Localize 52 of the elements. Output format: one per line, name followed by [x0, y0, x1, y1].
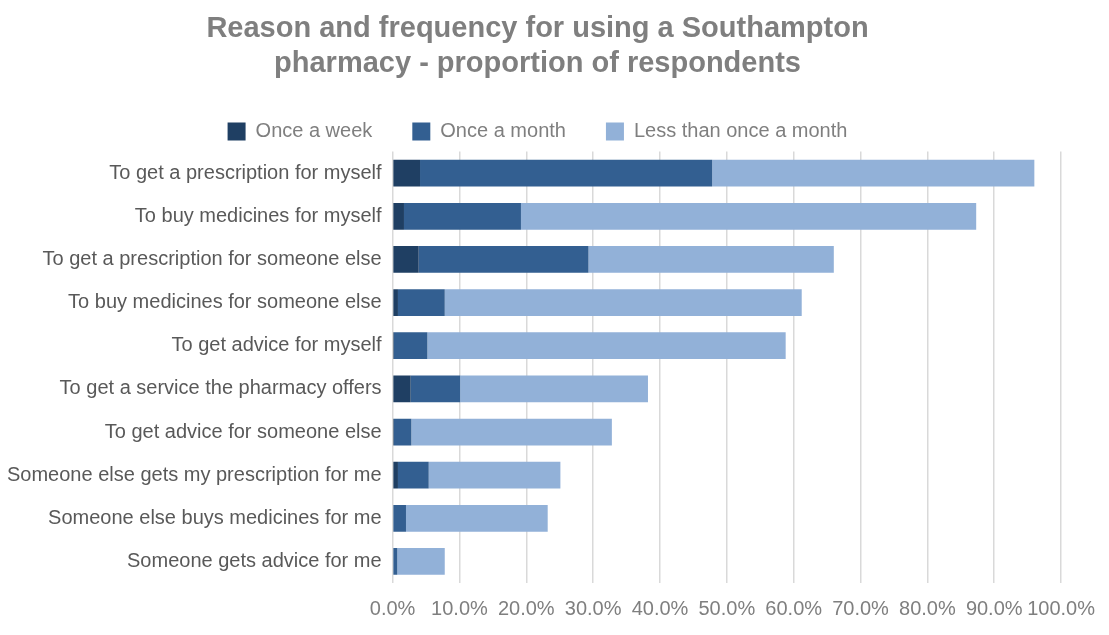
y-tick-label: To get advice for someone else	[104, 419, 382, 442]
bar	[712, 159, 1035, 187]
y-tick-label: Someone else gets my prescription for me	[7, 462, 382, 485]
bar	[405, 504, 548, 532]
bar	[393, 159, 421, 187]
y-tick-label: To get a prescription for someone else	[42, 246, 382, 269]
bar	[393, 332, 428, 360]
bar	[393, 375, 411, 403]
bar	[410, 375, 461, 403]
x-tick-label: 10.0%	[431, 596, 489, 619]
text: pharmacy - proportion of respondents	[274, 46, 801, 79]
bar	[393, 246, 419, 273]
legend-label: Less than once a month	[633, 119, 848, 142]
x-tick-label: 50.0%	[698, 596, 756, 619]
bar	[588, 246, 834, 273]
legend-label: Once a month	[440, 119, 566, 142]
y-tick-label: Someone else buys medicines for me	[48, 505, 382, 528]
bar	[411, 418, 612, 446]
bar	[418, 246, 589, 273]
bar	[420, 159, 713, 187]
bar	[393, 461, 398, 489]
legend-label: Once a week	[255, 119, 374, 142]
y-tick-label: To get a service the pharmacy offers	[59, 376, 382, 399]
bar	[393, 202, 404, 230]
bar	[397, 289, 445, 316]
x-tick-label: 70.0%	[832, 596, 890, 619]
x-tick-label: 0.0%	[369, 596, 416, 619]
bar	[393, 504, 406, 532]
bar	[393, 548, 398, 575]
bar	[397, 548, 445, 575]
bar	[460, 375, 648, 403]
bar	[403, 202, 521, 230]
x-tick-label: 80.0%	[899, 596, 956, 619]
bar	[444, 289, 802, 316]
bar	[520, 202, 977, 230]
bar	[393, 418, 412, 446]
bar	[427, 332, 786, 360]
bar	[393, 289, 398, 316]
y-tick-label: To buy medicines for myself	[134, 203, 383, 226]
y-tick-label: Someone gets advice for me	[127, 548, 382, 571]
bar	[428, 461, 561, 489]
x-tick-label: 40.0%	[631, 596, 689, 619]
y-tick-label: To buy medicines for someone else	[68, 290, 382, 313]
x-tick-label: 60.0%	[765, 596, 823, 619]
text: Reason and frequency for using a Southampton	[206, 11, 869, 44]
y-tick-label: To get advice for myself	[171, 333, 383, 356]
x-tick-label: 90.0%	[965, 596, 1023, 619]
x-tick-label: 30.0%	[564, 596, 622, 619]
x-tick-label: 20.0%	[497, 596, 555, 619]
x-tick-label: 100.0%	[1027, 596, 1096, 619]
bar	[397, 461, 429, 489]
y-tick-label: To get a prescription for myself	[109, 160, 383, 183]
